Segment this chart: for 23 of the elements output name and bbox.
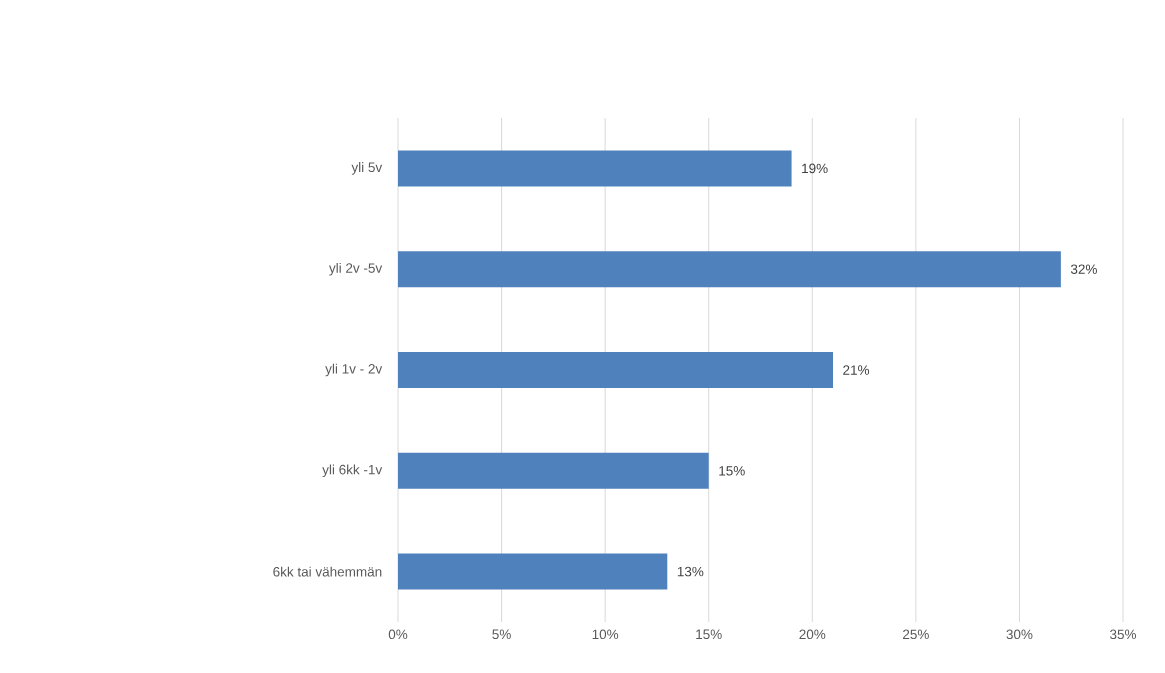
data-label: 19%	[802, 163, 828, 174]
data-label: 13%	[677, 566, 704, 577]
x-tick-label: 25%	[903, 629, 929, 640]
x-tick-label: 20%	[799, 629, 826, 640]
x-tick-label: 15%	[696, 629, 722, 640]
y-tick-label: yli 6kk -1v	[322, 464, 383, 478]
bar	[398, 352, 833, 388]
x-tick-label: 10%	[592, 629, 619, 640]
data-label: 21%	[843, 365, 870, 375]
y-tick-label: yli 2v -5v	[328, 262, 383, 276]
x-tick-label: 30%	[1006, 629, 1033, 640]
x-tick-label: 5%	[492, 629, 511, 640]
y-tick-label: yli 5v	[351, 162, 383, 175]
y-tick-label: yli 1v - 2v	[325, 363, 383, 377]
bar	[398, 251, 1061, 288]
bar	[398, 553, 668, 590]
bar	[398, 150, 792, 187]
data-label: 15%	[719, 466, 745, 476]
data-label: 32%	[1070, 264, 1097, 274]
y-tick-label: 6kk tai vähemmän	[273, 566, 382, 577]
bar	[398, 452, 709, 489]
x-tick-label: 0%	[388, 629, 408, 640]
x-tick-label: 35%	[1110, 629, 1137, 640]
